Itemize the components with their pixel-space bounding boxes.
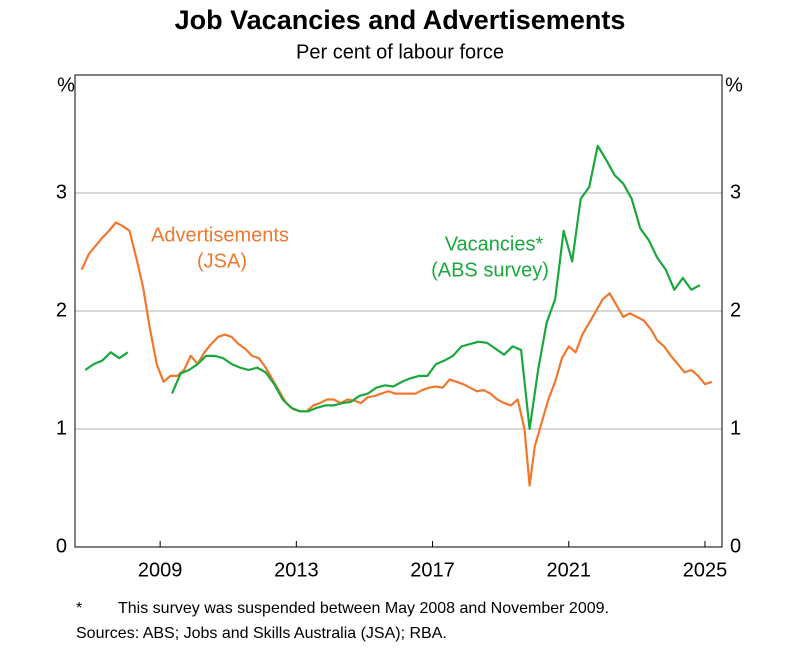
- y-tick-label: 2: [56, 299, 67, 321]
- x-tick-label: 2017: [410, 559, 455, 581]
- series-line: [84, 144, 701, 431]
- footnote: This survey was suspended between May 20…: [118, 600, 609, 617]
- y-tick-label: 3: [56, 181, 67, 203]
- chart-title: Job Vacancies and Advertisements: [175, 5, 626, 35]
- x-tick-label: 2009: [138, 559, 183, 581]
- annotation: Vacancies*: [445, 233, 544, 255]
- annotation: Advertisements: [151, 224, 289, 246]
- series-line: [80, 221, 713, 487]
- footnote-marker: *: [76, 600, 82, 617]
- chart-subtitle: Per cent of labour force: [296, 41, 504, 63]
- y2-axis-unit: %: [725, 74, 743, 96]
- source: Sources: ABS; Jobs and Skills Australia …: [76, 625, 447, 642]
- x-tick-label: 2013: [274, 559, 319, 581]
- annotation: (ABS survey): [431, 259, 549, 281]
- y2-tick-label: 1: [730, 417, 741, 439]
- y-tick-label: 1: [56, 417, 67, 439]
- annotation: (JSA): [197, 250, 247, 272]
- y2-tick-label: 2: [730, 299, 741, 321]
- y2-tick-label: 3: [730, 181, 741, 203]
- x-tick-label: 2021: [547, 559, 592, 581]
- y2-tick-label: 0: [730, 535, 741, 557]
- y-tick-label: 0: [56, 535, 67, 557]
- x-tick-label: 2025: [683, 559, 728, 581]
- y-axis-unit: %: [57, 74, 75, 96]
- plot-frame: [74, 74, 723, 548]
